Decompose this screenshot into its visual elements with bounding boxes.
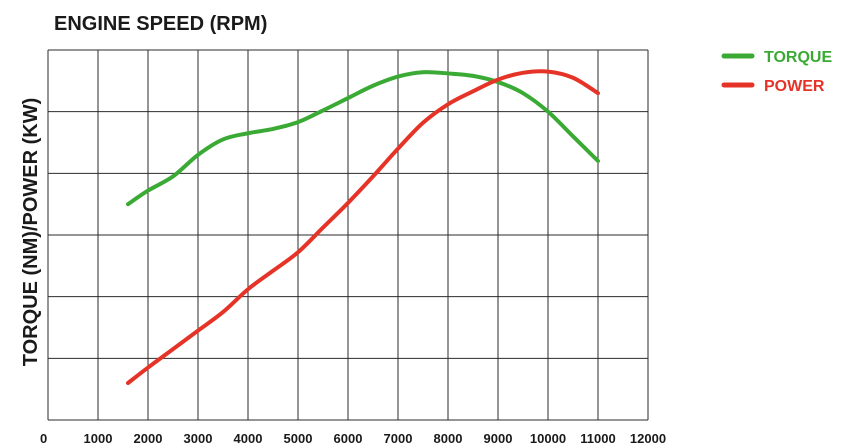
series-line-power [126, 69, 600, 385]
x-tick-label: 3000 [184, 431, 213, 446]
series-line-torque [126, 70, 600, 207]
chart-title: ENGINE SPEED (RPM) [54, 13, 267, 35]
x-tick-label: 2000 [134, 431, 163, 446]
x-tick-label: 6000 [334, 431, 363, 446]
x-tick-label: 1000 [84, 431, 113, 446]
x-tick-label: 11000 [580, 431, 615, 446]
y-axis-label: TORQUE (NM)/POWER (KW) [20, 98, 42, 367]
x-tick-label: 8000 [434, 431, 463, 446]
grid [47, 49, 649, 421]
x-tick-labels: 0 1000 2000 3000 4000 5000 6000 7000 8000 9000 100… [40, 431, 666, 446]
legend-label-power: POWER [764, 78, 825, 95]
legend-label-torque: TORQUE [764, 49, 832, 66]
x-tick-label: 10000 [530, 431, 566, 446]
legend: TORQUE POWER [721, 49, 832, 95]
x-tick-label: 12000 [630, 431, 666, 446]
x-tick-label: 7000 [384, 431, 413, 446]
x-tick-label: 4000 [234, 431, 263, 446]
x-tick-label: 0 [40, 431, 47, 446]
x-tick-label: 5000 [284, 431, 313, 446]
series-lines [126, 69, 600, 385]
x-tick-label: 9000 [484, 431, 513, 446]
